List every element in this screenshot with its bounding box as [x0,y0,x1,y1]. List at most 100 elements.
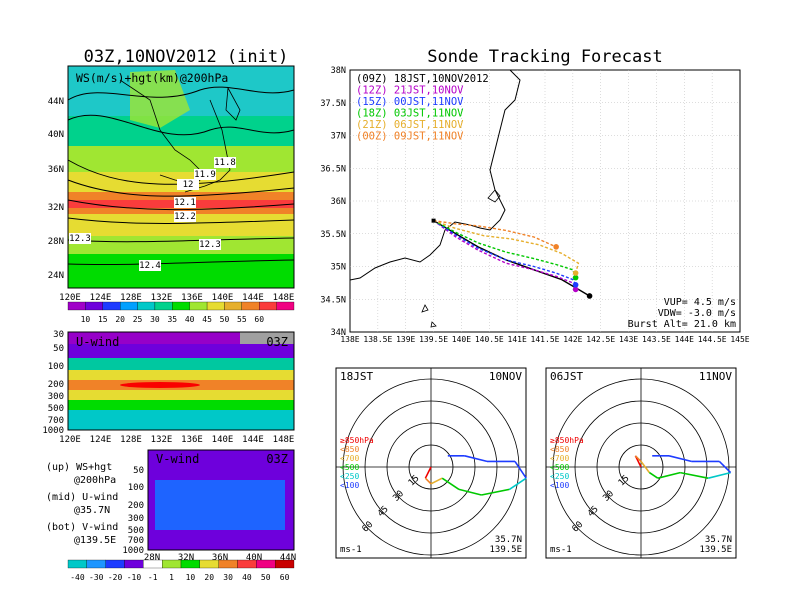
x-tick-label: 138E [340,335,359,344]
island-1 [487,189,501,203]
u-lon-tick-label: 120E [59,435,81,445]
contour-1 [67,159,295,185]
contour-8 [67,86,295,101]
bottom-colorbar-tick: 10 [186,573,196,582]
colorbar-tick-label: 55 [237,315,247,324]
u-top-patch [240,332,294,344]
top-colorbar: 10 15 20 25 30 35 40 45 50 55 60 [67,301,295,324]
hodograph-segment [648,471,659,479]
lat-tick-label: 28N [48,237,64,247]
contour-label: 11.9 [194,170,216,180]
u-band-3 [68,370,294,380]
anomaly-patch [130,70,190,128]
colorbar-swatch [67,301,86,311]
x-tick-label: 140.5E [475,335,504,344]
v-wind-time: 03Z [266,452,288,466]
u-lon-tick-label: 136E [181,435,203,445]
v-wind-label: V-wind [156,452,199,466]
bottom-colorbar-tick: -40 [70,573,85,582]
hodograph-segment [657,471,681,479]
u-p-tick-label: 700 [48,416,64,426]
hodograph-segment [481,488,510,496]
lon-tick-label: 140E [212,293,234,303]
u-band-5 [68,390,294,400]
bottom-colorbar-swatch [143,559,163,569]
u-wind-time: 03Z [266,335,288,349]
legend-note-line1: (bot) V-wind [46,522,118,533]
u-wind-frame [67,331,295,431]
colorbar-tick-label: 10 [81,315,91,324]
colorbar-swatch [102,301,121,311]
bottom-colorbar-swatch [275,559,295,569]
hodograph-level-label: <250 [340,472,359,481]
hodograph-segment [424,466,432,479]
track-line [433,219,557,248]
colorbar-swatch [154,301,173,311]
launch-point-marker [431,218,436,223]
bottom-colorbar-swatch [237,559,257,569]
track-endpoint [572,282,579,288]
colorbar-swatch [206,301,225,311]
hodograph-segment [680,471,709,479]
u-lon-tick-label: 144E [242,435,264,445]
top-map-frame [67,65,295,289]
param-text: VUP= 4.5 m/s [664,297,736,308]
legend-note-line2: @35.7N [74,505,110,516]
u-band-6 [68,400,294,410]
trajectory-plot: (09Z) 18JST,10NOV2012(12Z) 21JST,10NOV(1… [320,66,749,344]
x-tick-label: 141.5E [531,335,560,344]
hodograph-segment [458,488,482,496]
v-p-tick-label: 1000 [122,546,144,556]
u-lon-tick-label: 128E [120,435,142,445]
coastline-japan [349,69,521,281]
colorbar-swatch [120,301,138,311]
v-wind-frame [147,449,295,551]
hodograph-units: ms-1 [550,545,572,555]
bottom-colorbar-swatch [162,559,182,569]
v-lat-tick-label: 36N [212,553,228,563]
left-title: 03Z,10NOV2012 (init) [84,47,289,67]
contour-5 [67,237,295,243]
hodograph-level-label: <850 [550,445,569,454]
hodograph-segment [708,471,731,479]
bottom-colorbar-tick: -30 [89,573,104,582]
colorbar-tick-label: 40 [185,315,195,324]
trajectory-x-ticks: 138E 138.5E 139E 139.5E 140E 140.5E 141E 141.5E… [340,335,749,344]
legend-note-line1: (mid) U-wind [46,492,118,503]
v-p-tick-label: 100 [128,483,144,493]
colorbar-swatch [189,301,208,311]
track-endpoint [572,286,579,293]
track-endpoint [586,293,593,299]
track-line [433,219,577,278]
v-lat-tick-label: 28N [144,553,160,563]
contour-label-bg [194,169,216,180]
v-wind-core [155,480,285,530]
legend-entry: (00Z) 09JST,11NOV [356,131,464,143]
bottom-colorbar-tick: 40 [242,573,252,582]
colorbar-tick-label: 50 [220,315,230,324]
legend-note-line2: @200hPa [74,475,116,486]
bottom-colorbar-swatch [256,559,276,569]
hodograph-segment [464,455,488,463]
v-wind-lat-ticks: 28N 32N 36N 40N 44N [144,553,296,563]
lon-tick-label: 120E [59,293,81,303]
bottom-colorbar-tick: -20 [108,573,123,582]
band-a [68,116,294,146]
contour-label: 12.2 [174,212,196,222]
colorbar-tick-label: 35 [167,315,177,324]
lon-tick-label: 132E [151,293,173,303]
bottom-colorbar-swatch [180,559,200,569]
contour-label-bg [177,179,199,190]
contour-label: 11.8 [214,158,236,168]
hodograph-level-label: <100 [340,481,359,490]
v-p-tick-label: 50 [133,466,144,476]
y-tick-label: 37N [331,132,346,142]
bottom-colorbar-tick: 50 [261,573,271,582]
band-south [68,254,294,288]
hodograph-level-label: <700 [340,454,359,463]
hodograph-date: 11NOV [699,370,732,383]
hodograph-level-label: <850 [340,445,359,454]
